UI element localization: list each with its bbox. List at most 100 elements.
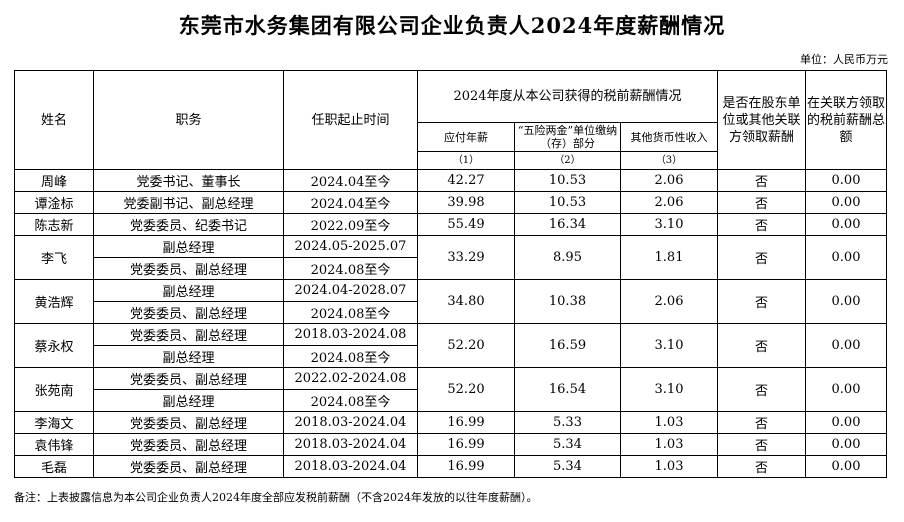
header-num2: （2） [514, 151, 621, 170]
cell-payable: 34.80 [417, 279, 515, 324]
cell-related: 0.00 [805, 169, 888, 192]
cell-related: 0.00 [805, 213, 888, 236]
table-row: 袁伟锋 党委委员、副总经理 2018.03-2024.04 16.99 5.34… [14, 433, 888, 456]
cell-name: 谭淦标 [14, 191, 94, 214]
header-num3: （3） [619, 151, 719, 170]
header-shareholder: 是否在股东单位或其他关联方领取薪酬 [717, 70, 807, 170]
cell-insurance: 5.34 [514, 433, 621, 456]
cell-position: 党委委员、副总经理 [93, 411, 284, 434]
cell-flag: 否 [717, 235, 807, 280]
cell-other: 1.03 [619, 455, 719, 478]
cell-payable: 52.20 [417, 323, 515, 368]
table-row: 李海文 党委委员、副总经理 2018.03-2024.04 16.99 5.33… [14, 411, 888, 434]
cell-term: 2018.03-2024.08 [283, 323, 418, 346]
cell-flag: 否 [717, 455, 807, 478]
cell-name: 李海文 [14, 411, 94, 434]
cell-other: 1.03 [619, 433, 719, 456]
cell-name: 袁伟锋 [14, 433, 94, 456]
header-payable: 应付年薪 [417, 122, 515, 152]
cell-position: 副总经理 [93, 345, 284, 368]
cell-term: 2024.04-2028.07 [283, 279, 418, 302]
cell-position: 党委委员、纪委书记 [93, 213, 284, 236]
table-row: 蔡永权 党委委员、副总经理 2018.03-2024.08 52.20 16.5… [14, 323, 888, 368]
cell-term: 2022.02-2024.08 [283, 367, 418, 390]
cell-position: 副总经理 [93, 389, 284, 412]
cell-other: 2.06 [619, 169, 719, 192]
cell-insurance: 8.95 [514, 235, 621, 280]
header-related: 在关联方领取的税前薪酬总额 [805, 70, 888, 170]
cell-related: 0.00 [805, 411, 888, 434]
cell-name: 黄浩辉 [14, 279, 94, 324]
cell-flag: 否 [717, 279, 807, 324]
cell-payable: 42.27 [417, 169, 515, 192]
cell-term: 2024.08至今 [283, 301, 418, 324]
cell-related: 0.00 [805, 191, 888, 214]
cell-flag: 否 [717, 213, 807, 236]
cell-name: 陈志新 [14, 213, 94, 236]
unit-label: 单位：人民币万元 [800, 53, 888, 66]
cell-position: 党委委员、副总经理 [93, 367, 284, 390]
cell-insurance: 16.54 [514, 367, 621, 412]
cell-related: 0.00 [805, 323, 888, 368]
cell-name: 毛磊 [14, 455, 94, 478]
cell-flag: 否 [717, 367, 807, 412]
cell-flag: 否 [717, 411, 807, 434]
cell-related: 0.00 [805, 367, 888, 412]
cell-position: 党委委员、副总经理 [93, 257, 284, 280]
cell-flag: 否 [717, 191, 807, 214]
cell-other: 3.10 [619, 367, 719, 412]
cell-insurance: 5.34 [514, 455, 621, 478]
page-title: 东莞市水务集团有限公司企业负责人2024年度薪酬情况 [178, 13, 726, 38]
cell-term: 2018.03-2024.04 [283, 411, 418, 434]
cell-payable: 33.29 [417, 235, 515, 280]
cell-term: 2022.09至今 [283, 213, 418, 236]
table-row: 谭淦标 党委副书记、副总经理 2024.04至今 39.98 10.53 2.0… [14, 191, 888, 214]
table-row: 副总经理 2024.08至今 [15, 345, 887, 368]
cell-related: 0.00 [805, 235, 888, 280]
cell-insurance: 16.34 [514, 213, 621, 236]
footnote: 备注：上表披露信息为本公司企业负责人2024年度全部应发税前薪酬（不含2024年… [14, 491, 538, 504]
cell-related: 0.00 [805, 455, 888, 478]
header-position: 职务 [93, 70, 284, 170]
header-other: 其他货币性收入 [619, 122, 719, 152]
header-num1: （1） [417, 151, 515, 170]
cell-other: 3.10 [619, 213, 719, 236]
cell-insurance: 5.33 [514, 411, 621, 434]
cell-position: 副总经理 [93, 279, 284, 302]
cell-insurance: 10.53 [514, 191, 621, 214]
table-row: 陈志新 党委委员、纪委书记 2022.09至今 55.49 16.34 3.10… [14, 213, 888, 236]
cell-term: 2024.04至今 [283, 191, 418, 214]
cell-payable: 39.98 [417, 191, 515, 214]
cell-other: 1.81 [619, 235, 719, 280]
cell-term: 2024.08至今 [283, 345, 418, 368]
cell-flag: 否 [717, 169, 807, 192]
cell-payable: 16.99 [417, 433, 515, 456]
cell-flag: 否 [717, 323, 807, 368]
cell-term: 2024.04至今 [283, 169, 418, 192]
cell-other: 2.06 [619, 279, 719, 324]
cell-insurance: 10.53 [514, 169, 621, 192]
cell-name: 周峰 [14, 169, 94, 192]
cell-position: 党委委员、副总经理 [93, 301, 284, 324]
cell-insurance: 16.59 [514, 323, 621, 368]
cell-payable: 16.99 [417, 455, 515, 478]
cell-position: 党委委员、副总经理 [93, 323, 284, 346]
cell-related: 0.00 [805, 279, 888, 324]
table-row: 毛磊 党委委员、副总经理 2018.03-2024.04 16.99 5.34 … [14, 455, 888, 478]
header-name: 姓名 [14, 70, 94, 170]
cell-term: 2024.08至今 [283, 389, 418, 412]
cell-insurance: 10.38 [514, 279, 621, 324]
header-term: 任职起止时间 [283, 70, 418, 170]
salary-table: 姓名 职务 任职起止时间 2024年度从本公司获得的税前薪酬情况 是否在股东单位… [14, 70, 888, 478]
header-insurance: “五险两金”单位缴纳（存）部分 [514, 122, 621, 152]
cell-position: 党委书记、董事长 [93, 169, 284, 192]
cell-payable: 52.20 [417, 367, 515, 412]
cell-position: 党委委员、副总经理 [93, 455, 284, 478]
cell-payable: 55.49 [417, 213, 515, 236]
cell-flag: 否 [717, 433, 807, 456]
cell-other: 1.03 [619, 411, 719, 434]
cell-other: 2.06 [619, 191, 719, 214]
cell-name: 李飞 [14, 235, 94, 280]
table-row: 周峰 党委书记、董事长 2024.04至今 42.27 10.53 2.06 否… [14, 169, 888, 192]
table-row: 黄浩辉 副总经理 2024.04-2028.07 34.80 10.38 2.0… [14, 279, 888, 324]
